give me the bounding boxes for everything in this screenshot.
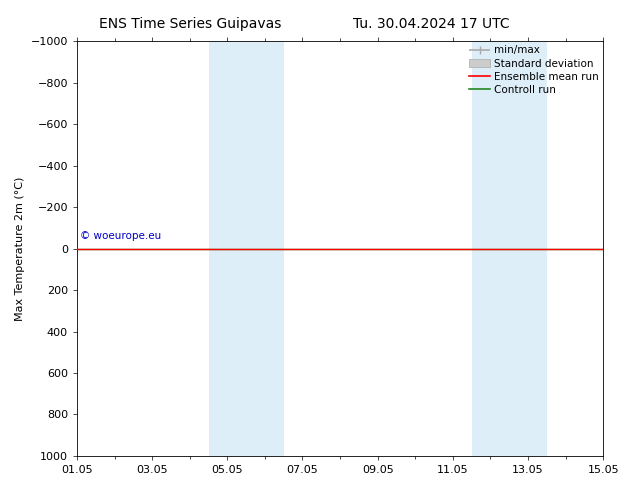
- Bar: [472, 41, 547, 456]
- Text: Tu. 30.04.2024 17 UTC: Tu. 30.04.2024 17 UTC: [353, 17, 510, 31]
- Y-axis label: Max Temperature 2m (°C): Max Temperature 2m (°C): [15, 176, 25, 321]
- Text: ENS Time Series Guipavas: ENS Time Series Guipavas: [99, 17, 281, 31]
- Text: © woeurope.eu: © woeurope.eu: [80, 231, 161, 241]
- Legend: min/max, Standard deviation, Ensemble mean run, Controll run: min/max, Standard deviation, Ensemble me…: [467, 43, 601, 97]
- Bar: [209, 41, 283, 456]
